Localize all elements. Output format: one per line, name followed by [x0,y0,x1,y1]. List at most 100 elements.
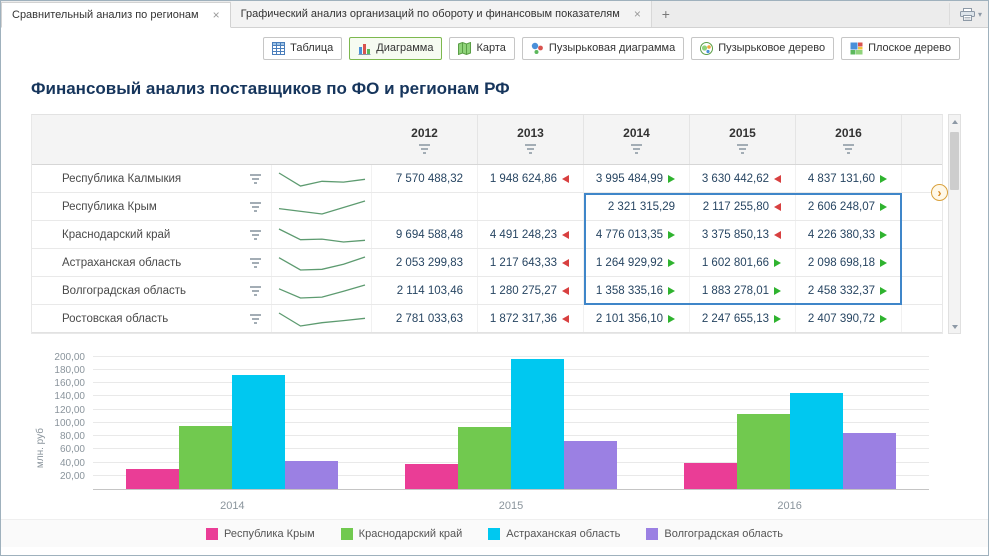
column-filter-icon[interactable] [843,143,854,154]
view-button-table[interactable]: Таблица [263,36,343,60]
value-cell[interactable]: 2 606 248,07 [796,193,902,220]
new-tab-button[interactable]: + [661,6,670,22]
value-cell[interactable]: 4 776 013,35 [584,221,690,248]
scrollbar-thumb[interactable] [950,132,959,190]
trend-up-icon [880,286,887,295]
chart-bar[interactable] [563,441,617,489]
sparkline [278,311,365,327]
value-cell[interactable]: 2 114 103,46 [372,277,478,304]
value-cell[interactable]: 3 995 484,99 [584,165,690,192]
legend-item[interactable]: Астраханская область [488,527,620,540]
value-cell[interactable]: 1 948 624,86 [478,165,584,192]
view-button-map[interactable]: Карта [449,36,515,60]
table-row[interactable]: Республика Крым 2 321 315,29 2 117 255,80 2… [32,193,942,221]
legend-label: Республика Крым [224,527,315,540]
row-filter-icon[interactable] [250,173,261,184]
value-cell[interactable]: 1 872 317,36 [478,305,584,332]
row-filter-icon[interactable] [250,257,261,268]
scroll-down-button[interactable] [949,320,960,333]
region-label: Волгоградская область [62,284,186,297]
bar-group [404,350,617,489]
value-cell[interactable]: 2 458 332,37 [796,277,902,304]
table-scrollbar[interactable] [948,114,961,334]
value-cell[interactable]: 2 101 356,10 [584,305,690,332]
row-filter-icon[interactable] [250,201,261,212]
scrollbar-track[interactable] [949,128,960,320]
chart-bar[interactable] [683,462,737,489]
column-filter-icon[interactable] [419,143,430,154]
chart-bar[interactable] [285,461,339,489]
region-cell[interactable]: Краснодарский край [32,221,272,248]
chart-bar[interactable] [510,359,564,489]
value-cell[interactable]: 1 264 929,92 [584,249,690,276]
value-cell[interactable]: 4 226 380,33 [796,221,902,248]
print-button[interactable]: ▾ [948,3,982,25]
value-cell[interactable]: 1 602 801,66 [690,249,796,276]
x-tick-label: 2015 [498,500,524,512]
chart-bar[interactable] [736,414,790,489]
chart-bar[interactable] [842,432,896,489]
chart-bar[interactable] [404,463,458,489]
table-row[interactable]: Волгоградская область 2 114 103,46 1 280 2… [32,277,942,305]
value-cell[interactable]: 2 407 390,72 [796,305,902,332]
value-cell[interactable]: 2 321 315,29 [584,193,690,220]
row-filter-icon[interactable] [250,313,261,324]
tab-graphical-analysis[interactable]: Графический анализ организаций по оборот… [230,1,652,27]
view-button-bubble-tree[interactable]: Пузырьковое дерево [691,36,835,60]
tab-close-icon[interactable]: × [633,7,641,21]
chart-bar[interactable] [232,375,286,489]
region-cell[interactable]: Ростовская область [32,305,272,332]
flat-tree-icon [850,42,863,55]
column-filter-icon[interactable] [525,143,536,154]
legend-item[interactable]: Республика Крым [206,527,315,540]
chart-bar[interactable] [126,469,180,489]
view-button-bubble-chart[interactable]: Пузырьковая диаграмма [521,36,685,60]
value-cell[interactable]: 9 694 588,48 [372,221,478,248]
view-button-bar-chart[interactable]: Диаграмма [349,36,443,60]
value-cell[interactable]: 3 630 442,62 [690,165,796,192]
chart-bar[interactable] [457,427,511,489]
chart-bar[interactable] [179,426,233,489]
row-filter-icon[interactable] [250,229,261,240]
year-column-header: 2013 [478,115,584,164]
value-cell[interactable]: 4 491 248,23 [478,221,584,248]
legend-item[interactable]: Краснодарский край [340,527,462,540]
value-cell[interactable]: 2 781 033,63 [372,305,478,332]
view-button-flat-tree[interactable]: Плоское дерево [841,36,960,60]
value-cell[interactable]: 4 837 131,60 [796,165,902,192]
tab-comparative-analysis[interactable]: Сравнительный анализ по регионам × [1,2,231,28]
region-cell[interactable]: Республика Крым [32,193,272,220]
table-row[interactable]: Ростовская область 2 781 033,63 1 872 317,… [32,305,942,333]
row-filler [902,249,940,276]
scroll-up-button[interactable] [949,115,960,128]
value-text: 1 948 624,86 [489,172,557,185]
table-header: 2012 2013 2014 2015 2016 [32,115,942,165]
column-filter-icon[interactable] [631,143,642,154]
tab-close-icon[interactable]: × [212,8,220,22]
value-cell[interactable]: 2 117 255,80 [690,193,796,220]
region-cell[interactable]: Волгоградская область [32,277,272,304]
legend-item[interactable]: Волгоградская область [646,527,783,540]
region-label: Астраханская область [62,256,182,269]
value-text: 2 606 248,07 [807,200,875,213]
region-cell[interactable]: Республика Калмыкия [32,165,272,192]
table-row[interactable]: Республика Калмыкия 7 570 488,32 1 948 624… [32,165,942,193]
region-cell[interactable]: Астраханская область [32,249,272,276]
value-cell[interactable]: 1 883 278,01 [690,277,796,304]
value-cell[interactable]: 3 375 850,13 [690,221,796,248]
value-cell[interactable] [478,193,584,220]
table-row[interactable]: Краснодарский край 9 694 588,48 4 491 248,… [32,221,942,249]
value-cell[interactable]: 2 247 655,13 [690,305,796,332]
row-expand-button[interactable]: › [931,184,948,201]
value-cell[interactable]: 2 098 698,18 [796,249,902,276]
value-cell[interactable]: 1 280 275,27 [478,277,584,304]
table-row[interactable]: Астраханская область 2 053 299,83 1 217 64… [32,249,942,277]
row-filter-icon[interactable] [250,285,261,296]
chart-bar[interactable] [789,393,843,489]
column-filter-icon[interactable] [737,143,748,154]
value-cell[interactable]: 1 217 643,33 [478,249,584,276]
value-cell[interactable] [372,193,478,220]
value-cell[interactable]: 7 570 488,32 [372,165,478,192]
value-cell[interactable]: 2 053 299,83 [372,249,478,276]
value-cell[interactable]: 1 358 335,16 [584,277,690,304]
